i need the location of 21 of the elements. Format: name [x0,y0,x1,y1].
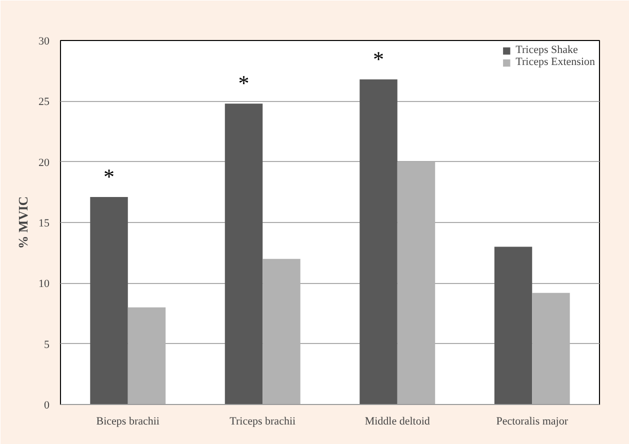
annotation: * [104,164,115,190]
x-tick-label: Biceps brachii [96,416,160,428]
annotation: * [373,46,384,72]
bar [360,79,398,404]
y-tick-label: 5 [44,338,50,351]
x-tick-label: Middle deltoid [364,416,430,428]
annotation: * [238,70,250,96]
x-tick-label: Triceps brachii [230,416,296,428]
y-tick-label: 10 [38,278,50,290]
y-tick-label: 15 [38,218,50,230]
bar [90,197,128,404]
legend-label: Triceps Extension [516,56,595,68]
y-tick-label: 20 [38,156,50,169]
bar [224,104,263,404]
legend-label: Triceps Shake [516,44,578,56]
y-tick-label: 25 [38,96,50,108]
bar [494,246,532,404]
x-tick-label: Pectoralis major [496,416,568,428]
y-axis-title: % MVIC [16,196,30,249]
y-tick-label: 0 [44,400,50,412]
y-tick-label: 30 [38,36,50,48]
